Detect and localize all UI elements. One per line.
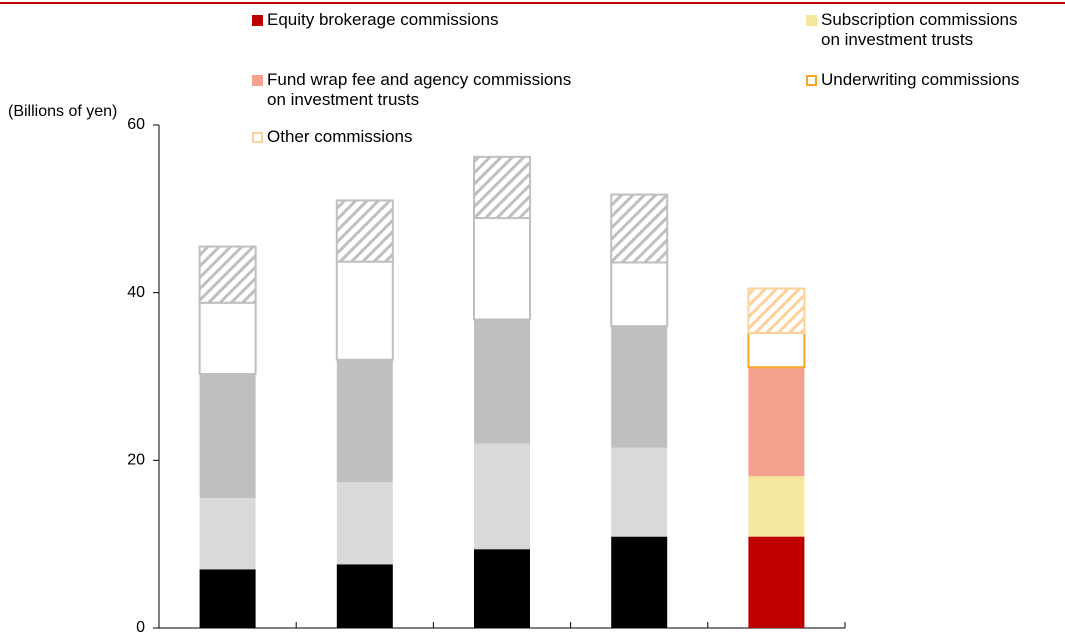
bar-segment bbox=[336, 359, 393, 483]
bar-segment bbox=[474, 549, 530, 628]
legend-swatch bbox=[252, 15, 263, 26]
bar-segment bbox=[474, 443, 530, 550]
legend-label: Subscription commissions on investment t… bbox=[821, 10, 1018, 49]
bar-segment bbox=[610, 193, 669, 264]
y-tick-label: 0 bbox=[136, 619, 145, 633]
y-tick-label: 60 bbox=[127, 116, 145, 133]
legend-label: Other commissions bbox=[267, 127, 413, 146]
bar-segment bbox=[747, 331, 806, 369]
y-tick-label: 20 bbox=[127, 452, 145, 469]
bar-segment bbox=[335, 199, 394, 263]
bar-segment bbox=[199, 373, 256, 499]
bar-segment bbox=[473, 155, 531, 220]
bar-segment bbox=[199, 569, 256, 628]
bar-segment bbox=[610, 261, 669, 328]
legend-item: Underwriting commissions bbox=[806, 70, 1019, 90]
legend-swatch bbox=[252, 75, 263, 86]
y-tick-label: 40 bbox=[127, 284, 145, 301]
bar-segment bbox=[748, 476, 805, 537]
bar-segment bbox=[335, 260, 394, 361]
legend-item: Subscription commissions on investment t… bbox=[806, 10, 1018, 50]
bar-segment bbox=[748, 367, 805, 477]
legend-label: Equity brokerage commissions bbox=[267, 10, 499, 29]
bar-segment bbox=[198, 245, 257, 304]
bar-segment bbox=[748, 536, 805, 628]
legend-label: Fund wrap fee and agency commissions on … bbox=[267, 70, 572, 109]
bar-segment bbox=[611, 326, 668, 448]
bar-segment bbox=[611, 536, 668, 628]
legend-item: Equity brokerage commissions bbox=[252, 10, 498, 30]
bar-segment bbox=[336, 482, 393, 565]
bar-segment bbox=[336, 564, 393, 628]
bar-segment bbox=[199, 498, 256, 570]
legend-item: Other commissions bbox=[252, 127, 412, 147]
legend-swatch bbox=[806, 15, 817, 26]
legend-swatch bbox=[806, 75, 817, 86]
bar-segment bbox=[474, 319, 530, 444]
y-axis-label: (Billions of yen) bbox=[8, 103, 117, 120]
legend-label: Underwriting commissions bbox=[821, 70, 1020, 89]
bar-segment bbox=[611, 447, 668, 537]
legend-swatch bbox=[252, 132, 263, 143]
bar-segment bbox=[473, 217, 531, 321]
legend-item: Fund wrap fee and agency commissions on … bbox=[252, 70, 571, 110]
bar-segment bbox=[198, 301, 257, 375]
bar-segment bbox=[747, 287, 806, 334]
